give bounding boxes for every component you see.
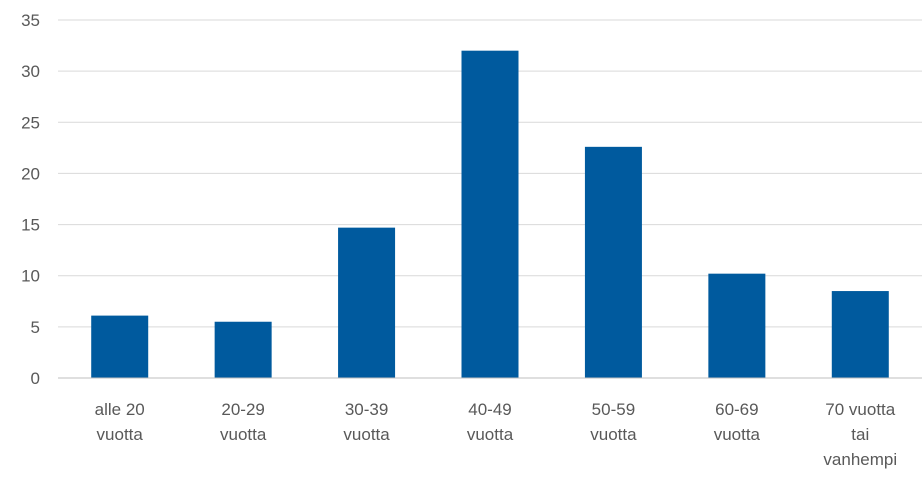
y-tick-label: 15 [21, 216, 40, 235]
bar [831, 291, 889, 378]
x-category-label-line: 60-69 [715, 400, 758, 419]
x-category-label-line: 50-59 [592, 400, 635, 419]
y-tick-label: 5 [31, 318, 40, 337]
x-category-label-line: tai [851, 425, 869, 444]
y-tick-label: 25 [21, 113, 40, 132]
bar [214, 321, 272, 378]
x-category-label-line: vuotta [467, 425, 514, 444]
bar [461, 50, 519, 378]
x-category-label: 20-29 vuotta [220, 400, 267, 444]
x-category-label-line: 20-29 [221, 400, 264, 419]
y-axis-ticks: 0 5 10 15 20 25 30 35 [21, 11, 40, 388]
y-tick-label: 20 [21, 164, 40, 183]
x-category-label: 60-69 vuotta [714, 400, 761, 444]
x-category-label: 30-39 vuotta [343, 400, 390, 444]
x-category-label: 50-59 vuotta [590, 400, 637, 444]
x-category-label: 70 vuotta tai vanhempi [823, 400, 897, 469]
bars [91, 50, 889, 378]
x-category-label-line: 40-49 [468, 400, 511, 419]
x-category-label-line: vanhempi [823, 450, 897, 469]
x-category-label-line: vuotta [343, 425, 390, 444]
x-category-label-line: vuotta [97, 425, 144, 444]
bar [338, 227, 396, 378]
x-category-label-line: vuotta [220, 425, 267, 444]
x-category-label-line: 70 vuotta [825, 400, 895, 419]
y-tick-label: 10 [21, 267, 40, 286]
bar [708, 273, 766, 378]
y-tick-label: 30 [21, 62, 40, 81]
x-category-label-line: vuotta [714, 425, 761, 444]
x-category-label-line: 30-39 [345, 400, 388, 419]
x-category-label-line: alle 20 [95, 400, 145, 419]
y-tick-label: 35 [21, 11, 40, 30]
x-category-label: alle 20 vuotta [95, 400, 145, 444]
bar [584, 146, 642, 378]
x-category-label: 40-49 vuotta [467, 400, 514, 444]
y-tick-label: 0 [31, 369, 40, 388]
x-category-label-line: vuotta [590, 425, 637, 444]
bar [91, 315, 149, 378]
